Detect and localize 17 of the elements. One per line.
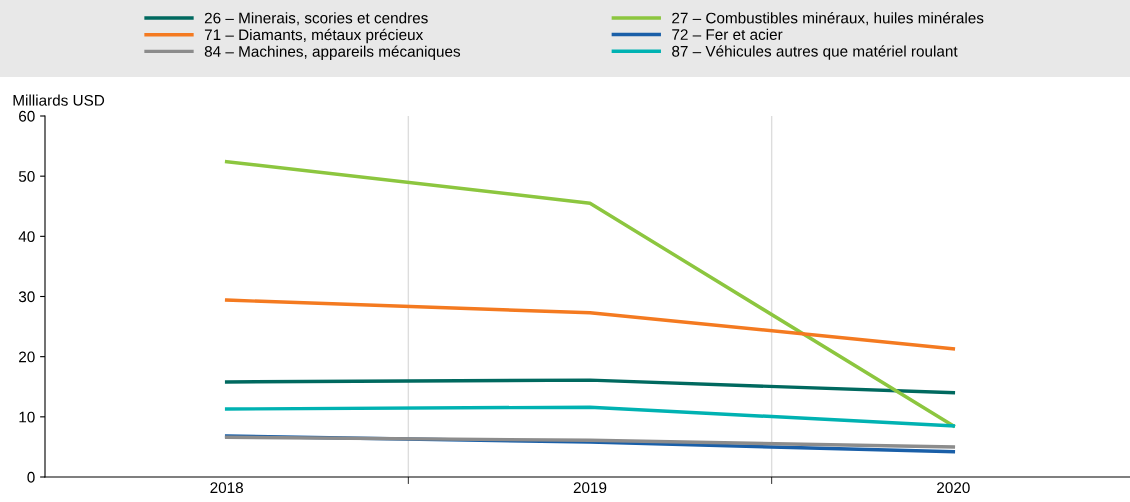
x-tick-label: 2019: [573, 482, 607, 494]
legend-label: 71 – Diamants, métaux précieux: [204, 28, 424, 44]
y-axis-title: Milliards USD: [13, 94, 105, 106]
legend-label: 72 – Fer et acier: [672, 28, 783, 40]
legend-label: 26 – Minerais, scories et cendres: [204, 12, 428, 26]
y-tick-label: 40: [18, 231, 35, 243]
y-tick-label: 50: [18, 171, 35, 182]
legend-label: 27 – Combustibles minéraux, huiles minérales: [672, 12, 984, 26]
y-tick-label: 0: [27, 471, 35, 483]
y-tick-label: 20: [19, 351, 35, 363]
legend-label: 87 – Véhicules autres que matériel roulant: [672, 45, 958, 60]
y-tick-label: 30: [18, 291, 35, 303]
y-tick-label: 10: [19, 411, 35, 423]
x-tick-label: 2018: [210, 482, 243, 494]
legend-label: 84 – Machines, appareils mécaniques: [204, 45, 461, 60]
x-tick-label: 2020: [937, 482, 970, 494]
y-tick-label: 60: [19, 110, 35, 122]
